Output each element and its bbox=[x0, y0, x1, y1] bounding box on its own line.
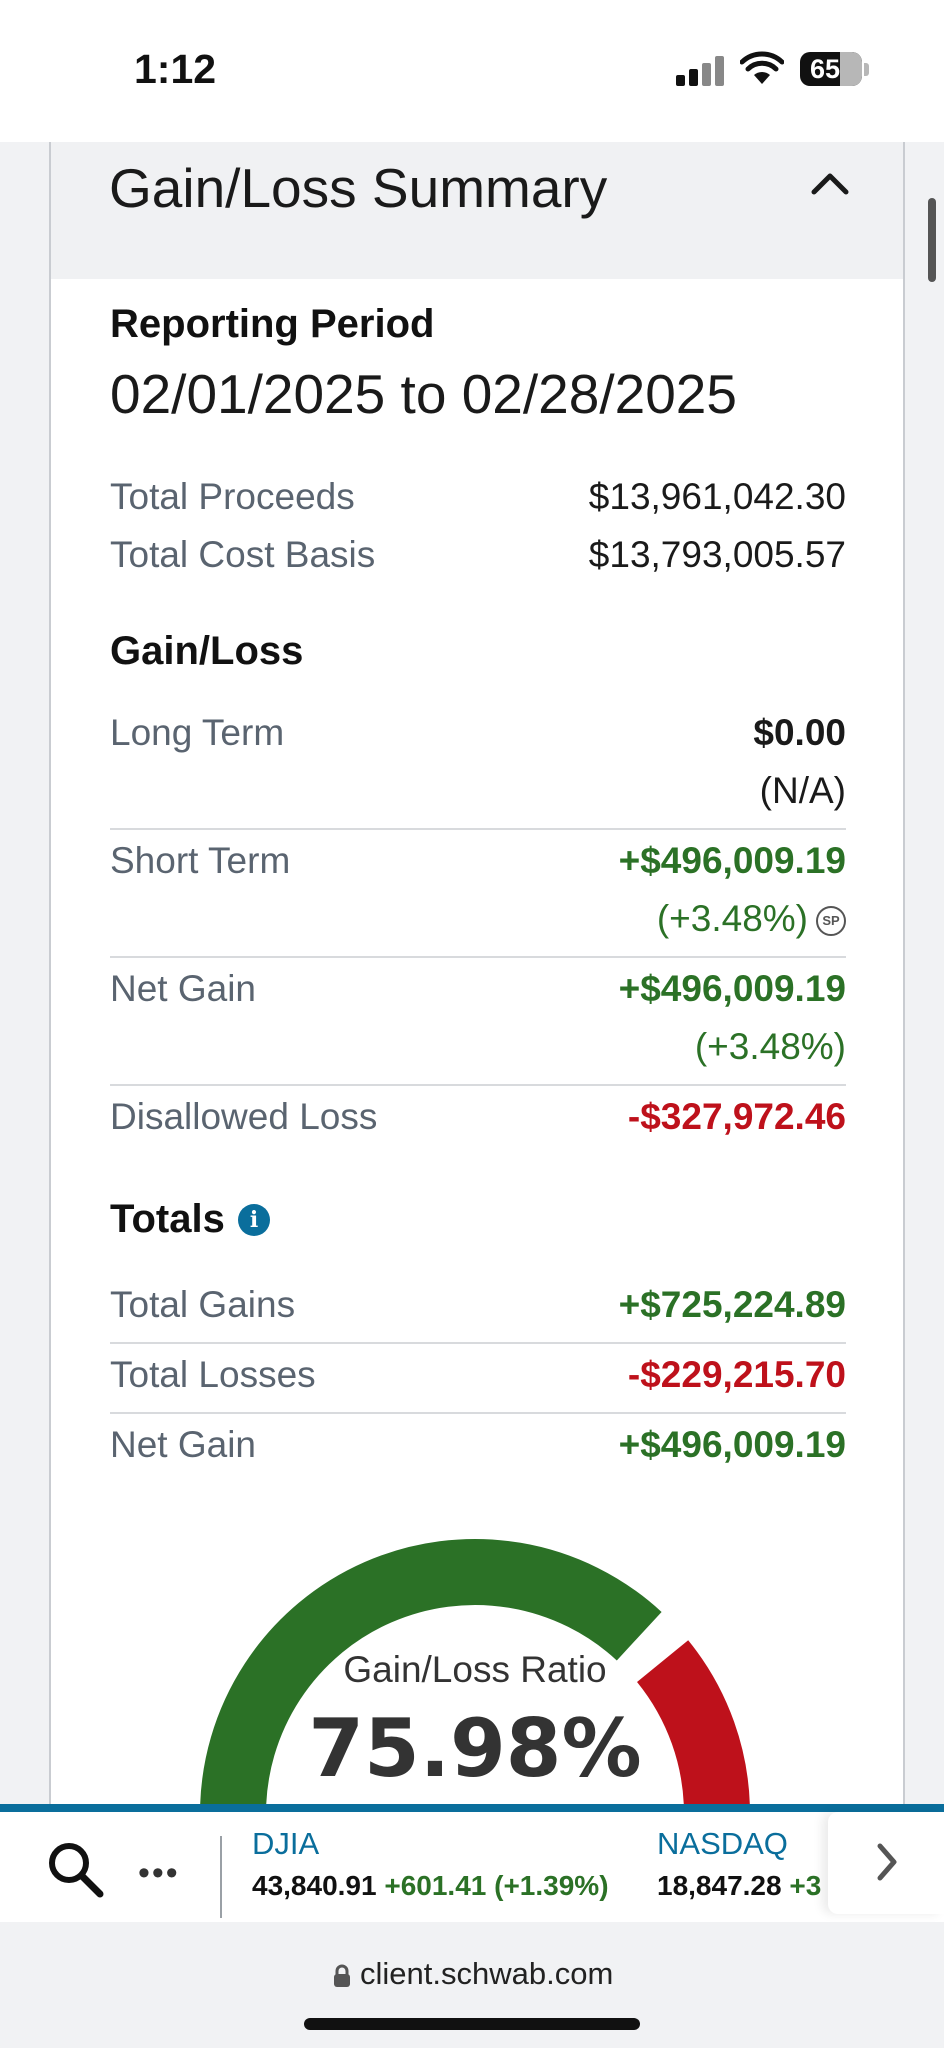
lock-icon bbox=[334, 1964, 350, 1987]
battery-cap bbox=[864, 63, 869, 76]
short-term-percent-row: (+3.48%) SP bbox=[657, 898, 846, 940]
url-text[interactable]: client.schwab.com bbox=[360, 1956, 614, 1991]
gauge-loss-arc bbox=[636, 1640, 750, 1804]
short-term-label: Short Term bbox=[110, 840, 291, 881]
gauge-label: Gain/Loss Ratio bbox=[343, 1649, 607, 1690]
divider bbox=[110, 1412, 846, 1414]
ticker-djia-value: 43,840.91 bbox=[252, 1870, 377, 1901]
card-header[interactable]: Gain/Loss Summary bbox=[51, 142, 903, 279]
reporting-period-label: Reporting Period bbox=[110, 302, 435, 346]
long-term-label: Long Term bbox=[110, 712, 285, 753]
browser-url-bar[interactable]: client.schwab.com bbox=[0, 1922, 944, 2048]
disallowed-loss-value: -$327,972.46 bbox=[627, 1096, 846, 1137]
gauge-gain-arc bbox=[200, 1538, 662, 1804]
search-icon[interactable] bbox=[44, 1838, 106, 1900]
totals-net-gain-label: Net Gain bbox=[110, 1424, 257, 1465]
total-proceeds-label: Total Proceeds bbox=[110, 476, 355, 517]
home-indicator[interactable] bbox=[304, 2018, 640, 2030]
ticker-divider bbox=[220, 1836, 222, 1918]
ticker-djia-name[interactable]: DJIA bbox=[252, 1826, 320, 1861]
total-gains-value: +$725,224.89 bbox=[618, 1284, 846, 1325]
totals-heading: Totals bbox=[110, 1197, 225, 1241]
card-title: Gain/Loss Summary bbox=[109, 157, 608, 219]
divider bbox=[110, 1084, 846, 1086]
chevron-right-icon bbox=[877, 1843, 897, 1881]
net-gain-value: +$496,009.19 bbox=[618, 968, 846, 1009]
divider bbox=[110, 828, 846, 830]
status-time: 1:12 bbox=[134, 46, 217, 92]
total-proceeds-value: $13,961,042.30 bbox=[588, 476, 846, 517]
totals-net-gain-value: +$496,009.19 bbox=[618, 1424, 846, 1465]
gain-loss-ratio-gauge bbox=[200, 1538, 750, 1804]
ticker-next-button[interactable] bbox=[828, 1812, 944, 1914]
scrollbar-thumb[interactable] bbox=[928, 198, 936, 282]
short-term-value: +$496,009.19 bbox=[618, 840, 846, 881]
long-term-percent: (N/A) bbox=[759, 770, 846, 811]
chevron-up-icon[interactable] bbox=[806, 162, 854, 202]
status-bar: 1:12 65 bbox=[0, 0, 944, 142]
battery-level: 65 bbox=[809, 54, 841, 84]
total-cost-basis-label: Total Cost Basis bbox=[110, 534, 376, 575]
ticker-nasdaq-name[interactable]: NASDAQ bbox=[657, 1826, 788, 1861]
page-content[interactable]: Gain/Loss Summary Reporting Period 02/01… bbox=[0, 142, 944, 1804]
total-gains-label: Total Gains bbox=[110, 1284, 296, 1325]
divider bbox=[110, 956, 846, 958]
battery-icon: 65 bbox=[800, 52, 862, 86]
ticker-nasdaq-value: 18,847.28 bbox=[657, 1870, 782, 1901]
market-ticker-bar: ••• DJIA 43,840.91 +601.41 (+1.39%) NASD… bbox=[0, 1804, 944, 1922]
ticker-nasdaq-change: +3 bbox=[789, 1870, 822, 1901]
ticker-nasdaq-values[interactable]: 18,847.28 +3 bbox=[657, 1870, 821, 1902]
disallowed-loss-label: Disallowed Loss bbox=[110, 1096, 378, 1137]
total-cost-basis-value: $13,793,005.57 bbox=[588, 534, 846, 575]
reporting-period-value: 02/01/2025 to 02/28/2025 bbox=[110, 363, 737, 425]
net-gain-percent: (+3.48%) bbox=[694, 1026, 846, 1067]
total-losses-value: -$229,215.70 bbox=[627, 1354, 846, 1395]
more-options-icon[interactable]: ••• bbox=[138, 1854, 180, 1892]
gain-loss-heading: Gain/Loss bbox=[110, 629, 304, 673]
divider bbox=[110, 1342, 846, 1344]
total-losses-label: Total Losses bbox=[110, 1354, 316, 1395]
gauge-value: 75.98% bbox=[308, 1702, 642, 1795]
sp-badge-icon[interactable]: SP bbox=[816, 906, 846, 937]
net-gain-label: Net Gain bbox=[110, 968, 257, 1009]
wifi-icon bbox=[740, 51, 784, 84]
ticker-djia-change: +601.41 (+1.39%) bbox=[384, 1870, 609, 1901]
ticker-djia-values[interactable]: 43,840.91 +601.41 (+1.39%) bbox=[252, 1870, 609, 1902]
gain-loss-summary-card: Gain/Loss Summary Reporting Period 02/01… bbox=[49, 142, 905, 1804]
info-icon[interactable]: i bbox=[238, 1204, 270, 1236]
short-term-percent: (+3.48%) bbox=[656, 898, 808, 939]
long-term-value: $0.00 bbox=[753, 712, 846, 753]
cellular-signal-icon bbox=[676, 56, 726, 86]
